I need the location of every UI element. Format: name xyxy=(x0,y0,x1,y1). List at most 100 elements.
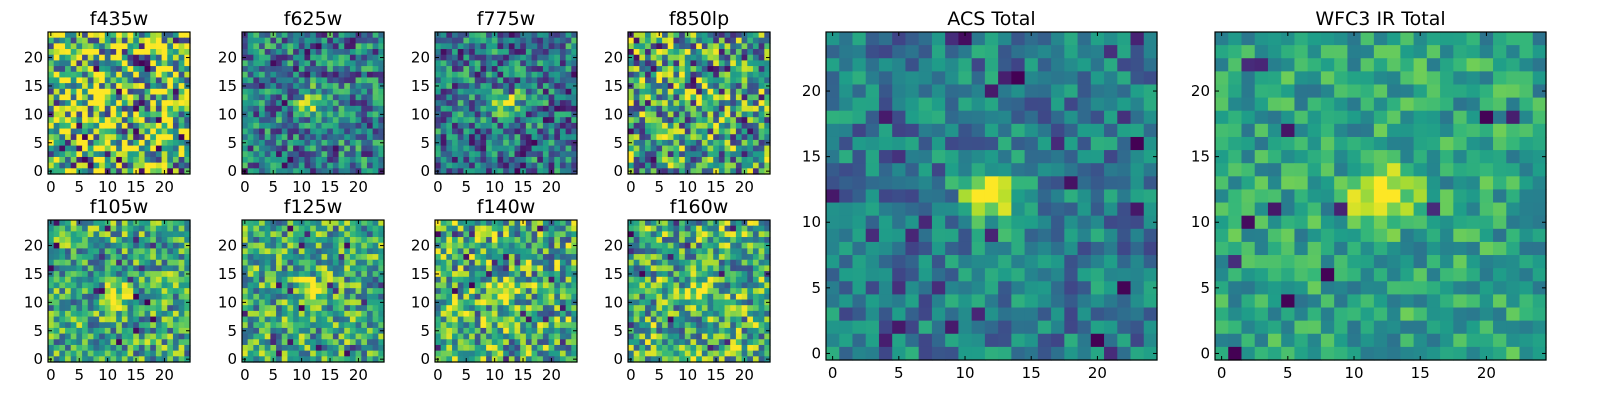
heatmap-cell xyxy=(446,71,453,79)
heatmap-cell xyxy=(349,32,357,39)
heatmap-cell xyxy=(144,49,151,56)
heatmap-cell xyxy=(542,162,550,169)
heatmap-cell xyxy=(70,254,77,261)
heatmap-cell xyxy=(93,265,100,272)
heatmap-cell xyxy=(673,156,680,164)
heatmap-cell xyxy=(133,322,140,329)
heatmap-cell xyxy=(503,322,510,329)
heatmap-cell xyxy=(48,49,55,56)
heatmap-cell xyxy=(304,265,311,272)
heatmap-cell xyxy=(349,259,357,267)
heatmap-cell xyxy=(293,71,300,79)
heatmap-cell xyxy=(99,225,106,232)
heatmap-cell xyxy=(735,37,743,44)
heatmap-cell xyxy=(276,77,283,84)
heatmap-cell xyxy=(264,288,271,295)
heatmap-cell xyxy=(684,100,692,107)
heatmap-cell xyxy=(304,151,311,158)
heatmap-cell xyxy=(486,242,493,249)
heatmap-cell xyxy=(110,282,117,289)
heatmap-cell xyxy=(76,43,83,50)
heatmap-cell xyxy=(662,242,669,249)
heatmap-cell xyxy=(537,32,544,39)
heatmap-cell xyxy=(315,322,323,329)
heatmap-cell xyxy=(332,77,340,84)
heatmap-cell xyxy=(355,117,362,124)
heatmap-cell xyxy=(270,54,277,61)
heatmap-cell xyxy=(520,322,527,329)
heatmap-cell xyxy=(508,111,516,118)
heatmap-cell xyxy=(281,151,289,158)
heatmap-cell xyxy=(628,117,635,124)
heatmap-cell xyxy=(150,271,157,278)
heatmap-cell xyxy=(548,271,555,278)
heatmap-cell xyxy=(110,254,117,261)
heatmap-cell xyxy=(155,128,163,135)
heatmap-cell xyxy=(116,145,123,152)
heatmap-cell xyxy=(565,151,572,158)
heatmap-cell xyxy=(707,276,714,284)
heatmap-cell xyxy=(366,139,374,147)
heatmap-cell xyxy=(242,350,249,357)
heatmap-cell xyxy=(730,60,737,67)
heatmap-cell xyxy=(315,151,323,158)
heatmap-cell xyxy=(520,139,527,147)
heatmap-cell xyxy=(332,310,340,318)
heatmap-cell xyxy=(82,37,89,44)
heatmap-cell xyxy=(730,122,737,130)
heatmap-cell xyxy=(747,259,754,267)
heatmap-cell xyxy=(531,288,538,295)
heatmap-cell xyxy=(514,305,521,312)
heatmap-cell xyxy=(531,322,538,329)
axes-frame xyxy=(627,31,771,175)
heatmap-cell xyxy=(463,316,470,323)
heatmap-cell xyxy=(537,259,544,267)
heatmap-cell xyxy=(53,32,60,39)
heatmap-cell xyxy=(679,54,686,61)
heatmap-cell xyxy=(701,265,709,272)
heatmap-cell xyxy=(735,77,743,84)
heatmap-cell xyxy=(474,288,482,295)
heatmap-cell xyxy=(344,299,351,306)
heatmap-cell xyxy=(138,242,146,249)
heatmap-cell xyxy=(178,293,185,301)
heatmap-cell xyxy=(684,145,692,152)
heatmap-cell xyxy=(53,356,60,363)
heatmap-cell xyxy=(344,271,351,278)
heatmap-cell xyxy=(53,237,60,244)
heatmap-cell xyxy=(344,339,351,346)
heatmap-cell xyxy=(514,333,521,340)
heatmap-cell xyxy=(463,77,470,84)
heatmap-cell xyxy=(178,339,185,346)
heatmap-cell xyxy=(82,310,89,318)
heatmap-cell xyxy=(531,162,538,169)
heatmap-cell xyxy=(293,100,300,107)
heatmap-cell xyxy=(133,350,140,357)
heatmap-cell xyxy=(338,310,345,318)
heatmap-cell xyxy=(639,242,646,249)
heatmap-cell xyxy=(121,282,129,289)
heatmap-cell xyxy=(497,282,504,289)
heatmap-cell xyxy=(344,83,351,90)
heatmap-cell xyxy=(48,288,55,295)
heatmap-cell xyxy=(259,288,266,295)
heatmap-cell xyxy=(718,168,726,175)
heatmap-cell xyxy=(65,43,72,50)
heatmap-cell xyxy=(435,134,442,141)
heatmap-cell xyxy=(281,299,289,306)
heatmap-cell xyxy=(59,151,66,158)
x-tick-label: 10 xyxy=(98,366,117,384)
heatmap-cell xyxy=(446,259,453,267)
heatmap-cell xyxy=(161,162,168,169)
heatmap-cell xyxy=(281,122,289,130)
heatmap-cell xyxy=(673,66,680,73)
heatmap-cell xyxy=(667,43,675,50)
heatmap-cell xyxy=(548,333,555,340)
heatmap-cell xyxy=(463,37,470,44)
heatmap-cell xyxy=(178,49,185,56)
heatmap-cell xyxy=(338,350,345,357)
heatmap-cell xyxy=(503,356,510,363)
axes-frame xyxy=(241,31,385,175)
heatmap-cell xyxy=(366,293,374,301)
heatmap-cell xyxy=(264,276,271,284)
